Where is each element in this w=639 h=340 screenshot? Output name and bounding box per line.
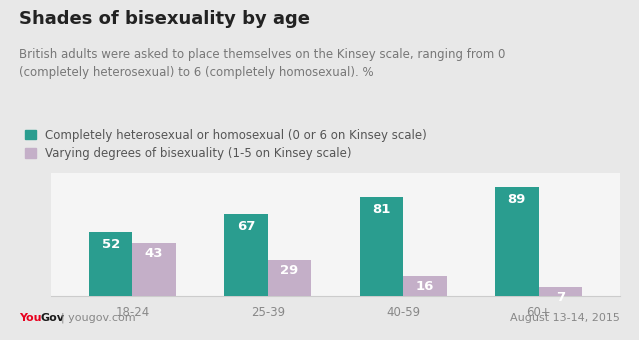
Bar: [539, 287, 582, 296]
Text: 67: 67: [237, 220, 256, 233]
Text: You: You: [19, 313, 42, 323]
Text: 7: 7: [556, 291, 565, 304]
Text: Gov: Gov: [40, 313, 65, 323]
Bar: [360, 197, 403, 296]
Bar: [89, 232, 132, 296]
Bar: [403, 276, 447, 296]
Bar: [132, 243, 176, 296]
Text: 81: 81: [373, 203, 390, 216]
Text: 43: 43: [145, 247, 164, 260]
Text: 16: 16: [415, 280, 434, 293]
Text: 29: 29: [281, 264, 298, 277]
Text: 89: 89: [508, 193, 526, 206]
Bar: [495, 187, 539, 296]
Text: | yougov.com: | yougov.com: [61, 313, 135, 323]
Text: Shades of bisexuality by age: Shades of bisexuality by age: [19, 10, 310, 28]
Legend: Completely heterosexual or homosexual (0 or 6 on Kinsey scale), Varying degrees : Completely heterosexual or homosexual (0…: [25, 129, 427, 160]
Bar: [224, 214, 268, 296]
Bar: [268, 260, 311, 296]
Text: August 13-14, 2015: August 13-14, 2015: [510, 313, 620, 323]
Text: 52: 52: [102, 238, 120, 251]
Text: British adults were asked to place themselves on the Kinsey scale, ranging from : British adults were asked to place thems…: [19, 48, 505, 79]
